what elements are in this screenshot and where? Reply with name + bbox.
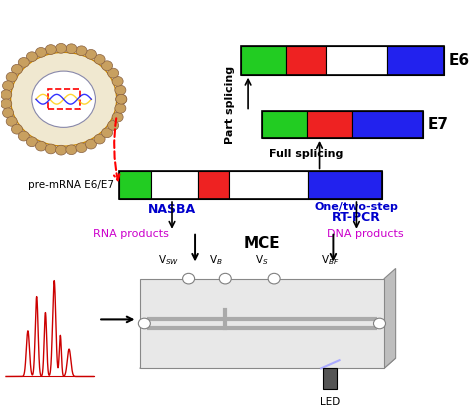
Circle shape bbox=[0, 99, 12, 109]
Bar bbox=[47, 89, 80, 109]
Text: LED: LED bbox=[320, 397, 340, 407]
Text: E6: E6 bbox=[449, 53, 470, 68]
Bar bbox=[308, 171, 382, 199]
Bar bbox=[327, 46, 387, 75]
Text: NASBA: NASBA bbox=[148, 203, 196, 216]
Circle shape bbox=[115, 85, 126, 95]
Circle shape bbox=[55, 44, 66, 53]
Circle shape bbox=[10, 52, 117, 146]
Polygon shape bbox=[384, 268, 396, 368]
Bar bbox=[262, 111, 307, 138]
Text: V$_B$: V$_B$ bbox=[209, 254, 222, 267]
Bar bbox=[387, 46, 444, 75]
Circle shape bbox=[46, 144, 56, 154]
Circle shape bbox=[0, 90, 12, 99]
Circle shape bbox=[182, 273, 195, 284]
Bar bbox=[307, 111, 352, 138]
Circle shape bbox=[36, 141, 46, 151]
Circle shape bbox=[18, 131, 29, 141]
Circle shape bbox=[108, 120, 118, 130]
Circle shape bbox=[36, 48, 46, 57]
Circle shape bbox=[11, 124, 23, 134]
Text: V$_{SW}$: V$_{SW}$ bbox=[158, 254, 180, 267]
Bar bbox=[241, 46, 444, 75]
Circle shape bbox=[94, 134, 105, 144]
Bar bbox=[119, 171, 151, 199]
Circle shape bbox=[76, 46, 87, 55]
Circle shape bbox=[112, 112, 123, 122]
Bar bbox=[241, 46, 286, 75]
Bar bbox=[262, 111, 423, 138]
Circle shape bbox=[268, 273, 280, 284]
Circle shape bbox=[76, 143, 87, 152]
Circle shape bbox=[66, 44, 77, 53]
Circle shape bbox=[18, 58, 29, 67]
Circle shape bbox=[85, 139, 97, 149]
Circle shape bbox=[108, 68, 118, 78]
Text: One/two-step: One/two-step bbox=[315, 202, 398, 212]
Circle shape bbox=[11, 65, 23, 74]
Bar bbox=[151, 171, 198, 199]
Circle shape bbox=[374, 318, 385, 329]
Circle shape bbox=[116, 95, 127, 104]
Circle shape bbox=[27, 52, 37, 62]
Polygon shape bbox=[140, 358, 396, 368]
Bar bbox=[352, 111, 423, 138]
Circle shape bbox=[27, 137, 37, 147]
Circle shape bbox=[85, 49, 97, 59]
Circle shape bbox=[32, 71, 95, 127]
Bar bbox=[198, 171, 229, 199]
Circle shape bbox=[66, 145, 77, 155]
Circle shape bbox=[115, 104, 126, 113]
Bar bbox=[229, 171, 308, 199]
Bar bbox=[119, 171, 382, 199]
Circle shape bbox=[6, 116, 17, 126]
Text: E7: E7 bbox=[428, 117, 449, 132]
Bar bbox=[323, 368, 337, 389]
Circle shape bbox=[46, 45, 56, 54]
Text: V$_S$: V$_S$ bbox=[255, 254, 269, 267]
Circle shape bbox=[116, 95, 127, 104]
Circle shape bbox=[219, 273, 231, 284]
Text: RT-PCR: RT-PCR bbox=[332, 211, 381, 224]
Text: pre-mRNA E6/E7: pre-mRNA E6/E7 bbox=[28, 180, 114, 190]
Circle shape bbox=[138, 318, 150, 329]
Text: MCE: MCE bbox=[244, 236, 280, 252]
Circle shape bbox=[55, 145, 66, 155]
Circle shape bbox=[6, 72, 17, 82]
Text: Full splicing: Full splicing bbox=[269, 149, 343, 159]
Text: DNA products: DNA products bbox=[328, 229, 404, 239]
Text: RNA products: RNA products bbox=[92, 229, 168, 239]
Text: Part splicing: Part splicing bbox=[225, 66, 235, 144]
Bar bbox=[286, 46, 327, 75]
Circle shape bbox=[112, 76, 123, 86]
Text: V$_{BF}$: V$_{BF}$ bbox=[321, 254, 339, 267]
Circle shape bbox=[101, 61, 113, 71]
Circle shape bbox=[94, 55, 105, 64]
Circle shape bbox=[2, 81, 14, 90]
Circle shape bbox=[101, 128, 113, 138]
Circle shape bbox=[2, 108, 14, 118]
Polygon shape bbox=[140, 279, 384, 368]
